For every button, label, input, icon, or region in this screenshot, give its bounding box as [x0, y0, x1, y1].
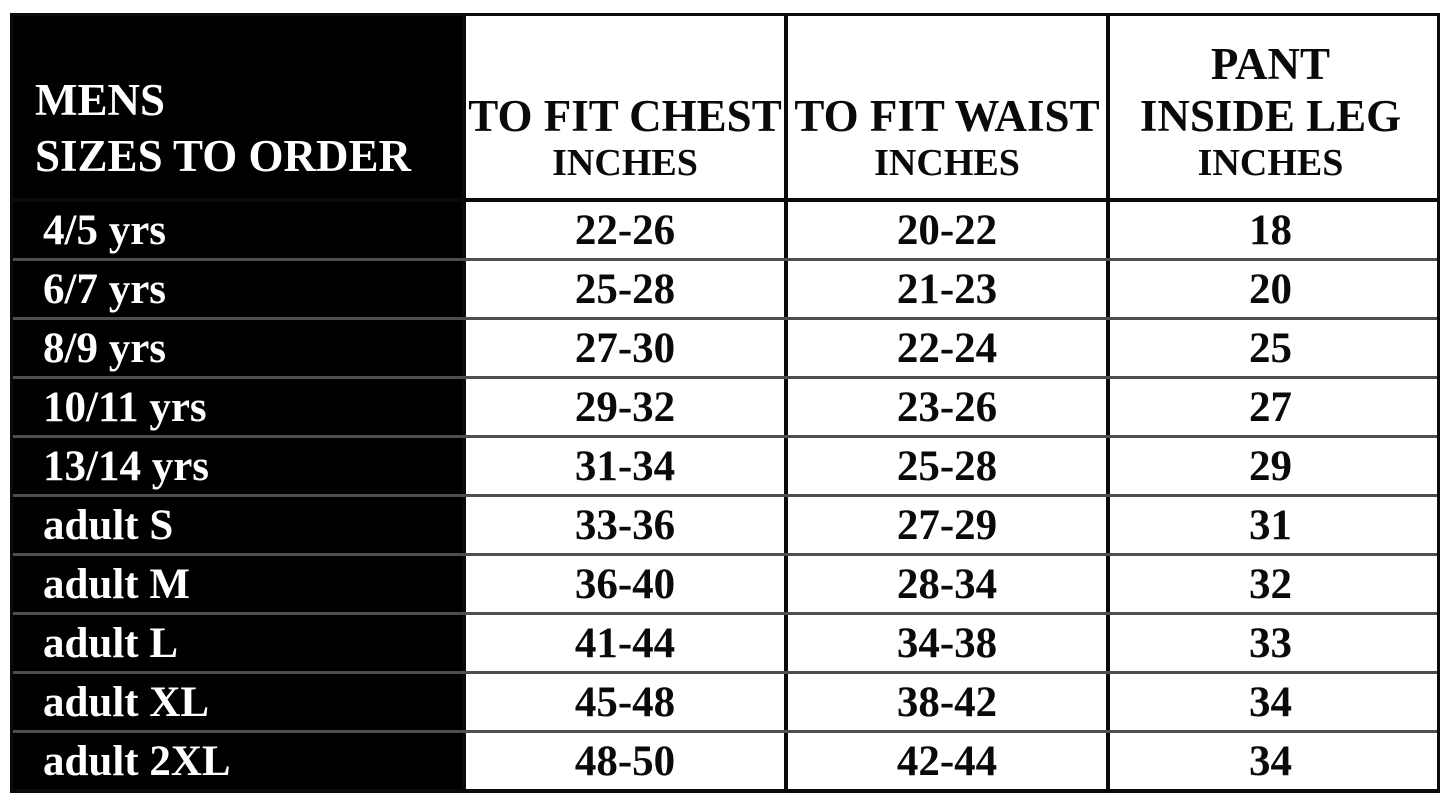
waist-value: 38-42 [784, 674, 1106, 730]
header-pant-unit: INCHES [1197, 142, 1344, 185]
waist-value: 23-26 [784, 379, 1106, 435]
leg-value: 25 [1106, 320, 1431, 376]
waist-value: 20-22 [784, 202, 1106, 258]
chest-value: 22-26 [462, 202, 784, 258]
chest-value: 45-48 [462, 674, 784, 730]
size-label: 13/14 yrs [13, 438, 462, 494]
leg-value: 18 [1106, 202, 1431, 258]
leg-value: 29 [1106, 438, 1431, 494]
waist-value: 25-28 [784, 438, 1106, 494]
chest-value: 31-34 [462, 438, 784, 494]
header-waist: TO FIT WAIST INCHES [784, 16, 1106, 198]
leg-value: 34 [1106, 674, 1431, 730]
table-row: adult S 33-36 27-29 31 [13, 494, 1437, 553]
table-row: 4/5 yrs 22-26 20-22 18 [13, 202, 1437, 258]
waist-value: 21-23 [784, 261, 1106, 317]
size-label: 4/5 yrs [13, 202, 462, 258]
leg-value: 32 [1106, 556, 1431, 612]
table-row: 8/9 yrs 27-30 22-24 25 [13, 317, 1437, 376]
header-mens-line1: MENS [35, 74, 166, 125]
waist-value: 27-29 [784, 497, 1106, 553]
table-row: adult 2XL 48-50 42-44 34 [13, 730, 1437, 789]
leg-value: 33 [1106, 615, 1431, 671]
header-sizes-to-order: MENS SIZES TO ORDER [13, 16, 462, 198]
size-chart-table: MENS SIZES TO ORDER TO FIT CHEST INCHES … [10, 13, 1440, 793]
size-label: adult XL [13, 674, 462, 730]
leg-value: 27 [1106, 379, 1431, 435]
table-row: 6/7 yrs 25-28 21-23 20 [13, 258, 1437, 317]
table-row: adult XL 45-48 38-42 34 [13, 671, 1437, 730]
waist-value: 22-24 [784, 320, 1106, 376]
waist-value: 42-44 [784, 733, 1106, 789]
waist-value: 34-38 [784, 615, 1106, 671]
header-pant-line1: PANT [1210, 38, 1331, 89]
size-label: adult 2XL [13, 733, 462, 789]
size-label: 8/9 yrs [13, 320, 462, 376]
chest-value: 29-32 [462, 379, 784, 435]
header-pant-line2: INSIDE LEG [1139, 90, 1402, 141]
header-inside-leg: PANT INSIDE LEG INCHES [1106, 16, 1431, 198]
header-chest-unit: INCHES [552, 142, 698, 185]
header-waist-unit: INCHES [874, 142, 1020, 185]
size-label: 6/7 yrs [13, 261, 462, 317]
header-row: MENS SIZES TO ORDER TO FIT CHEST INCHES … [13, 16, 1437, 202]
table-row: adult M 36-40 28-34 32 [13, 553, 1437, 612]
chest-value: 48-50 [462, 733, 784, 789]
header-chest: TO FIT CHEST INCHES [462, 16, 784, 198]
chest-value: 36-40 [462, 556, 784, 612]
table-row: adult L 41-44 34-38 33 [13, 612, 1437, 671]
header-chest-title: TO FIT CHEST [468, 90, 782, 141]
waist-value: 28-34 [784, 556, 1106, 612]
header-waist-title: TO FIT WAIST [794, 90, 1100, 141]
leg-value: 34 [1106, 733, 1431, 789]
chest-value: 41-44 [462, 615, 784, 671]
leg-value: 31 [1106, 497, 1431, 553]
size-label: 10/11 yrs [13, 379, 462, 435]
size-label: adult S [13, 497, 462, 553]
chest-value: 27-30 [462, 320, 784, 376]
header-mens-line2: SIZES TO ORDER [35, 130, 411, 181]
size-label: adult L [13, 615, 462, 671]
chest-value: 25-28 [462, 261, 784, 317]
chest-value: 33-36 [462, 497, 784, 553]
table-row: 10/11 yrs 29-32 23-26 27 [13, 376, 1437, 435]
leg-value: 20 [1106, 261, 1431, 317]
size-label: adult M [13, 556, 462, 612]
table-row: 13/14 yrs 31-34 25-28 29 [13, 435, 1437, 494]
